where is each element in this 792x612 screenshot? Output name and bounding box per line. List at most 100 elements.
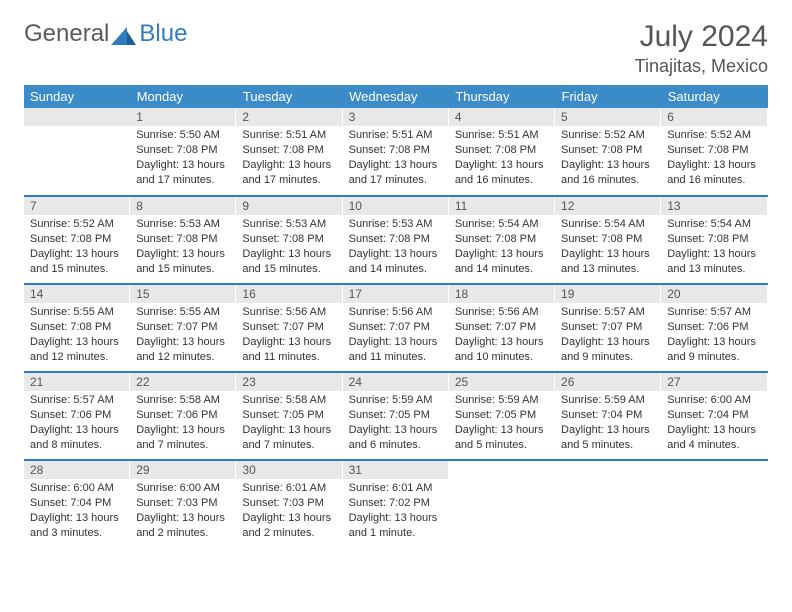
sunrise-line: Sunrise: 5:56 AM (242, 305, 336, 320)
calendar-cell: 5Sunrise: 5:52 AMSunset: 7:08 PMDaylight… (555, 108, 661, 196)
calendar-cell: 26Sunrise: 5:59 AMSunset: 7:04 PMDayligh… (555, 372, 661, 460)
sunset-line: Sunset: 7:03 PM (136, 496, 230, 511)
sunrise-line: Sunrise: 5:52 AM (561, 128, 655, 143)
weekday-header: Wednesday (343, 85, 449, 108)
daylight-line: Daylight: 13 hours and 2 minutes. (242, 511, 336, 541)
daylight-line: Daylight: 13 hours and 11 minutes. (242, 335, 336, 365)
sunrise-line: Sunrise: 5:51 AM (242, 128, 336, 143)
day-content: Sunrise: 5:54 AMSunset: 7:08 PMDaylight:… (661, 215, 767, 280)
calendar-header-row: SundayMondayTuesdayWednesdayThursdayFrid… (24, 85, 768, 108)
daylight-line: Daylight: 13 hours and 7 minutes. (136, 423, 230, 453)
calendar-cell: 3Sunrise: 5:51 AMSunset: 7:08 PMDaylight… (343, 108, 449, 196)
day-number: 11 (449, 197, 555, 215)
sunset-line: Sunset: 7:02 PM (349, 496, 443, 511)
day-content: Sunrise: 6:01 AMSunset: 7:02 PMDaylight:… (343, 479, 449, 544)
daylight-line: Daylight: 13 hours and 17 minutes. (242, 158, 336, 188)
calendar-cell: 13Sunrise: 5:54 AMSunset: 7:08 PMDayligh… (661, 196, 767, 284)
calendar-cell: 25Sunrise: 5:59 AMSunset: 7:05 PMDayligh… (449, 372, 555, 460)
sunset-line: Sunset: 7:08 PM (136, 143, 230, 158)
weekday-header: Thursday (449, 85, 555, 108)
sunrise-line: Sunrise: 5:54 AM (561, 217, 655, 232)
day-number: 15 (130, 285, 236, 303)
sunset-line: Sunset: 7:08 PM (667, 232, 761, 247)
header: General Blue July 2024 Tinajitas, Mexico (24, 20, 768, 77)
daylight-line: Daylight: 13 hours and 13 minutes. (667, 247, 761, 277)
daylight-line: Daylight: 13 hours and 11 minutes. (349, 335, 443, 365)
calendar-cell: 22Sunrise: 5:58 AMSunset: 7:06 PMDayligh… (130, 372, 236, 460)
sunset-line: Sunset: 7:08 PM (242, 143, 336, 158)
day-number: 29 (130, 461, 236, 479)
calendar-cell (661, 460, 767, 548)
day-content: Sunrise: 6:00 AMSunset: 7:04 PMDaylight:… (24, 479, 130, 544)
sunrise-line: Sunrise: 5:53 AM (136, 217, 230, 232)
sunrise-line: Sunrise: 5:53 AM (349, 217, 443, 232)
sunset-line: Sunset: 7:07 PM (455, 320, 549, 335)
day-content: Sunrise: 5:57 AMSunset: 7:07 PMDaylight:… (555, 303, 661, 368)
sunrise-line: Sunrise: 5:59 AM (349, 393, 443, 408)
sunrise-line: Sunrise: 5:52 AM (30, 217, 124, 232)
day-content: Sunrise: 5:52 AMSunset: 7:08 PMDaylight:… (24, 215, 130, 280)
sunset-line: Sunset: 7:08 PM (561, 232, 655, 247)
sunrise-line: Sunrise: 5:57 AM (30, 393, 124, 408)
calendar-week-row: 7Sunrise: 5:52 AMSunset: 7:08 PMDaylight… (24, 196, 768, 284)
sunset-line: Sunset: 7:06 PM (136, 408, 230, 423)
sunset-line: Sunset: 7:04 PM (561, 408, 655, 423)
daylight-line: Daylight: 13 hours and 5 minutes. (455, 423, 549, 453)
sunset-line: Sunset: 7:08 PM (30, 320, 124, 335)
day-content: Sunrise: 5:55 AMSunset: 7:08 PMDaylight:… (24, 303, 130, 368)
day-number: 1 (130, 108, 236, 126)
calendar-cell (555, 460, 661, 548)
sunset-line: Sunset: 7:07 PM (136, 320, 230, 335)
day-content: Sunrise: 6:01 AMSunset: 7:03 PMDaylight:… (236, 479, 342, 544)
sunset-line: Sunset: 7:05 PM (242, 408, 336, 423)
day-number: 12 (555, 197, 661, 215)
day-content: Sunrise: 5:51 AMSunset: 7:08 PMDaylight:… (449, 126, 555, 191)
day-content: Sunrise: 6:00 AMSunset: 7:04 PMDaylight:… (661, 391, 767, 456)
calendar-cell (449, 460, 555, 548)
calendar-cell: 19Sunrise: 5:57 AMSunset: 7:07 PMDayligh… (555, 284, 661, 372)
daylight-line: Daylight: 13 hours and 14 minutes. (349, 247, 443, 277)
empty-daynum-bar (24, 108, 130, 126)
day-number: 16 (236, 285, 342, 303)
day-content: Sunrise: 5:56 AMSunset: 7:07 PMDaylight:… (236, 303, 342, 368)
weekday-header: Monday (130, 85, 236, 108)
day-number: 25 (449, 373, 555, 391)
daylight-line: Daylight: 13 hours and 16 minutes. (667, 158, 761, 188)
day-number: 20 (661, 285, 767, 303)
calendar-cell: 1Sunrise: 5:50 AMSunset: 7:08 PMDaylight… (130, 108, 236, 196)
daylight-line: Daylight: 13 hours and 5 minutes. (561, 423, 655, 453)
sunset-line: Sunset: 7:05 PM (455, 408, 549, 423)
sunset-line: Sunset: 7:08 PM (349, 143, 443, 158)
day-number: 6 (661, 108, 767, 126)
sunrise-line: Sunrise: 5:55 AM (136, 305, 230, 320)
daylight-line: Daylight: 13 hours and 9 minutes. (667, 335, 761, 365)
day-number: 27 (661, 373, 767, 391)
day-content: Sunrise: 5:50 AMSunset: 7:08 PMDaylight:… (130, 126, 236, 191)
day-number: 2 (236, 108, 342, 126)
sunset-line: Sunset: 7:03 PM (242, 496, 336, 511)
day-content: Sunrise: 5:53 AMSunset: 7:08 PMDaylight:… (343, 215, 449, 280)
brand-triangle-icon (111, 23, 137, 45)
day-content: Sunrise: 5:56 AMSunset: 7:07 PMDaylight:… (449, 303, 555, 368)
day-number: 22 (130, 373, 236, 391)
calendar-cell: 4Sunrise: 5:51 AMSunset: 7:08 PMDaylight… (449, 108, 555, 196)
day-content: Sunrise: 5:58 AMSunset: 7:06 PMDaylight:… (130, 391, 236, 456)
sunset-line: Sunset: 7:05 PM (349, 408, 443, 423)
day-number: 10 (343, 197, 449, 215)
daylight-line: Daylight: 13 hours and 1 minute. (349, 511, 443, 541)
day-content: Sunrise: 5:52 AMSunset: 7:08 PMDaylight:… (555, 126, 661, 191)
brand-logo: General Blue (24, 20, 187, 48)
weekday-header: Sunday (24, 85, 130, 108)
sunrise-line: Sunrise: 5:53 AM (242, 217, 336, 232)
calendar-cell: 2 Sunrise: 5:51 AMSunset: 7:08 PMDaylight… (236, 108, 342, 196)
sunrise-line: Sunrise: 5:58 AM (136, 393, 230, 408)
sunset-line: Sunset: 7:07 PM (349, 320, 443, 335)
daylight-line: Daylight: 13 hours and 13 minutes. (561, 247, 655, 277)
day-number: 7 (24, 197, 130, 215)
day-content: Sunrise: 5:57 AMSunset: 7:06 PMDaylight:… (24, 391, 130, 456)
brand-part2: Blue (139, 20, 187, 48)
daylight-line: Daylight: 13 hours and 12 minutes. (30, 335, 124, 365)
calendar-cell: 9Sunrise: 5:53 AMSunset: 7:08 PMDaylight… (236, 196, 342, 284)
day-number: 9 (236, 197, 342, 215)
day-number: 17 (343, 285, 449, 303)
